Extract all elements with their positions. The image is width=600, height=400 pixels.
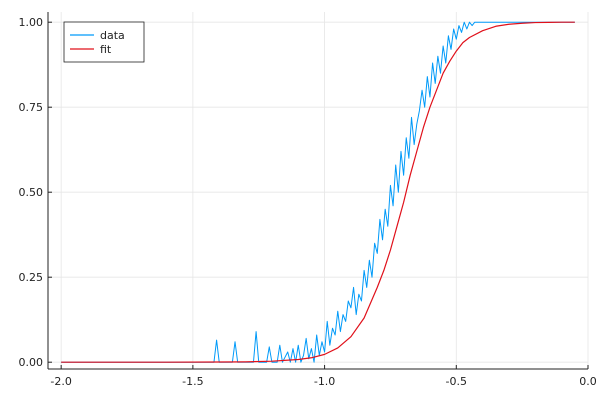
y-tick-label: 0.25 xyxy=(19,271,44,284)
y-tick-label: 1.00 xyxy=(19,16,44,29)
legend-label-fit: fit xyxy=(100,43,112,56)
y-tick-label: 0.75 xyxy=(19,101,44,114)
legend-box xyxy=(63,21,145,63)
plot-series xyxy=(61,21,575,363)
x-tick-label: -0.5 xyxy=(446,375,467,388)
y-tick-label: 0.00 xyxy=(19,356,44,369)
series-line-data xyxy=(61,21,575,363)
x-tick-label: -1.0 xyxy=(314,375,335,388)
y-tick-label: 0.50 xyxy=(19,186,44,199)
legend-label-data: data xyxy=(100,29,125,42)
axes: -2.0 -1.5 -1.0 -0.5 0.0 0.00 0.25 0.50 0.75 1.00 xyxy=(19,12,597,388)
x-tick-label: 0.0 xyxy=(579,375,597,388)
x-tick-label: -2.0 xyxy=(50,375,71,388)
x-tick-label: -1.5 xyxy=(182,375,203,388)
series-line-fit xyxy=(61,21,575,363)
